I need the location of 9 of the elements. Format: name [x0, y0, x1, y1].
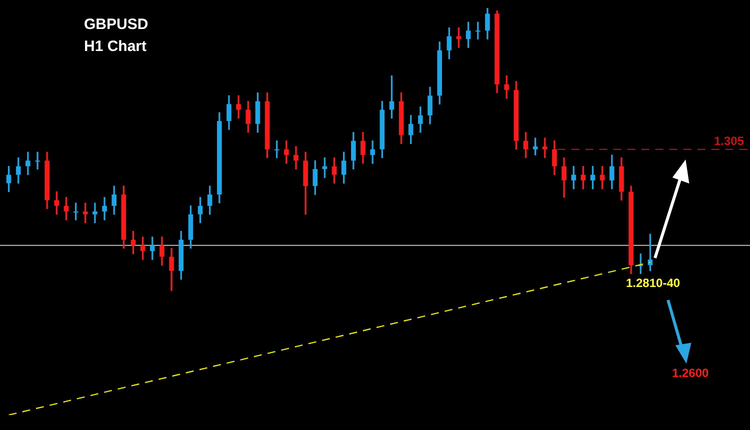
candlestick [35, 152, 40, 170]
text: 1.2600 [672, 366, 709, 380]
text: H1 Chart [84, 38, 147, 55]
candlestick [294, 146, 298, 170]
candlestick [102, 197, 107, 220]
text: GBPUSD [84, 16, 148, 33]
candlestick [92, 202, 98, 224]
annotation: 1.2810-40 [626, 276, 680, 290]
text: 1.305 [714, 134, 744, 148]
